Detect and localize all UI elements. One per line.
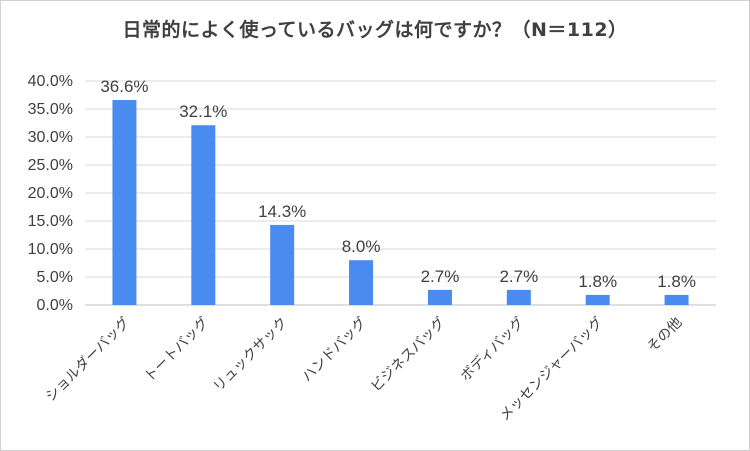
y-tick-label: 25.0% [28,157,73,174]
bar [664,294,689,305]
y-tick-label: 35.0% [28,101,73,118]
y-tick-label: 10.0% [28,241,73,258]
y-tick-label: 5.0% [37,269,73,286]
data-label: 2.7% [421,267,460,286]
category-label: リュックサック [210,315,291,396]
data-label: 2.7% [499,267,538,286]
y-tick-label: 0.0% [37,297,73,314]
bar [506,289,531,305]
bar [112,100,137,305]
data-label: 14.3% [258,202,306,221]
y-tick-label: 30.0% [28,129,73,146]
data-label: 36.6% [100,77,148,96]
category-label: ビジネスバッグ [368,315,449,396]
bar [349,260,374,305]
category-label: ボディバッグ [457,314,528,385]
category-label: ハンドバッグ [299,315,370,386]
category-label: トートバッグ [141,315,212,386]
bar [427,289,452,305]
y-tick-label: 20.0% [28,185,73,202]
y-tick-label: 40.0% [28,73,73,90]
data-label: 1.8% [657,272,696,291]
data-label: 32.1% [179,102,227,121]
bar [191,125,216,306]
category-label: その他 [644,315,685,356]
data-label: 1.8% [578,272,617,291]
y-tick-label: 15.0% [28,213,73,230]
bar [585,294,610,305]
chart-title: 日常的によく使っているバッグは何ですか？（N＝112） [122,19,628,41]
bar [270,224,295,305]
category-label: ショルダーバッグ [43,315,133,405]
data-label: 8.0% [342,237,381,256]
